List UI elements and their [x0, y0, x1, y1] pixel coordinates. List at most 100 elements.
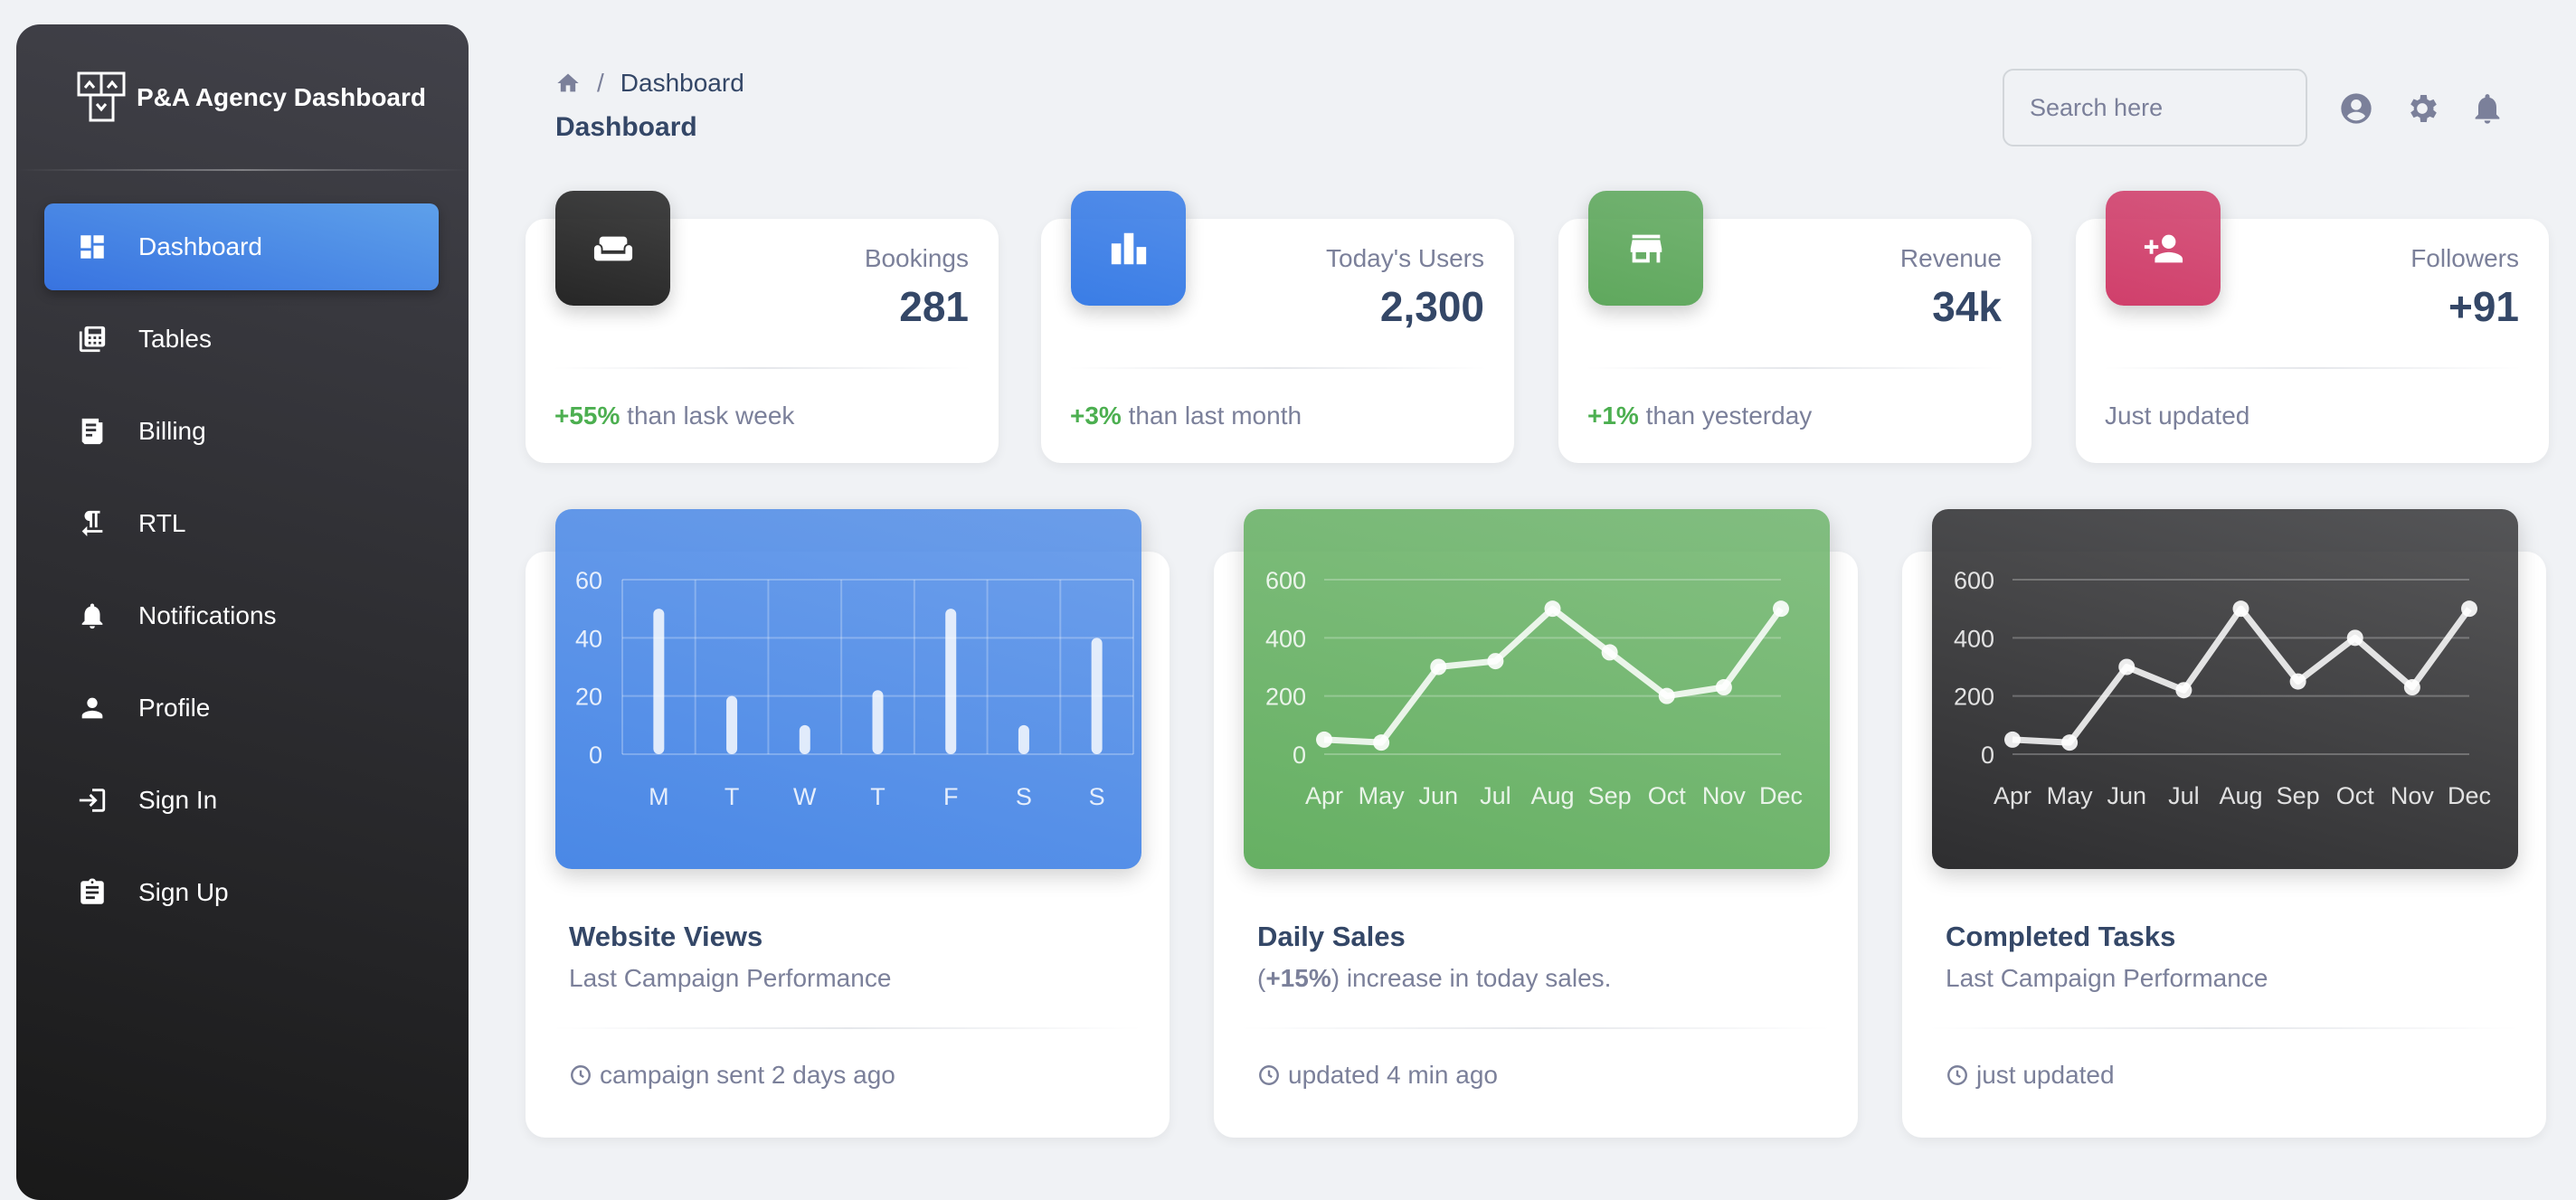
data-point: [1487, 653, 1504, 670]
subtitle-text: Last Campaign Performance: [569, 964, 892, 992]
clock-icon: [1947, 1065, 1967, 1085]
login-icon: [79, 789, 106, 812]
chart-container: 0 200 400 600 Apr May Jun Jul Aug Sep Oct Nov Dec: [1244, 509, 1830, 869]
clock-icon: [1259, 1065, 1279, 1085]
data-point: [2289, 673, 2306, 690]
sidebar-item-notifications[interactable]: Notifications: [44, 572, 439, 659]
series-line: [2012, 605, 2472, 746]
y-tick-label: 40: [575, 625, 602, 652]
stat-footer: +55% than lask week: [554, 402, 794, 430]
x-tick-label: Nov: [1702, 782, 1747, 809]
x-tick-label: W: [793, 783, 817, 810]
chart-card-website-views: 0 20 40 60 M T W T F S S Website Views Last Campai…: [526, 509, 1170, 1138]
divider: [553, 1027, 1142, 1029]
x-tick-label: Aug: [2219, 782, 2262, 809]
sidebar-item-label: Notifications: [138, 601, 277, 629]
stat-footer: Just updated: [2105, 402, 2249, 430]
stat-delta: +55%: [554, 402, 620, 430]
sidebar-item-sign-up[interactable]: Sign Up: [44, 849, 439, 936]
sidebar-item-label: Tables: [138, 325, 212, 353]
y-tick-label: 200: [1265, 684, 1306, 711]
person-icon: [81, 697, 103, 719]
x-tick-label: Oct: [2336, 782, 2375, 809]
divider: [1068, 367, 1487, 369]
data-point: [2232, 600, 2249, 618]
y-tick-label: 400: [1265, 625, 1306, 652]
search-input[interactable]: [2003, 69, 2307, 146]
sidebar-item-label: Billing: [138, 417, 206, 445]
bell-icon[interactable]: [2469, 90, 2505, 127]
breadcrumb-current: Dashboard: [620, 69, 744, 97]
x-tick-label: T: [870, 783, 886, 810]
data-point: [1373, 734, 1390, 751]
stat-delta: +3%: [1070, 402, 1122, 430]
divider: [1586, 367, 2004, 369]
weekend-icon: [593, 236, 632, 260]
breadcrumb-separator: /: [597, 69, 604, 97]
data-point: [1316, 731, 1332, 748]
line-chart: 0 200 400 600 Apr May Jun Jul Aug Sep Oct Nov Dec: [1265, 567, 1803, 809]
data-point: [2346, 629, 2363, 647]
chart-subtitle: Last Campaign Performance: [569, 964, 891, 993]
data-point: [1601, 644, 1618, 661]
y-tick-label: 20: [575, 684, 602, 711]
person-add-icon: [2144, 234, 2183, 262]
sidebar-item-tables[interactable]: Tables: [44, 296, 439, 383]
sidebar-divider: [16, 169, 469, 171]
sidebar-item-sign-in[interactable]: Sign In: [44, 757, 439, 844]
leaderboard-icon: [1111, 232, 1146, 264]
stat-label: Revenue: [1899, 244, 2002, 272]
chart-footer: just updated: [1946, 1061, 2115, 1090]
line-chart: 0 200 400 600 Apr May Jun Jul Aug Sep Oct Nov Dec: [1954, 567, 2491, 809]
brand[interactable]: P&A Agency Dashboard: [77, 71, 426, 124]
x-tick-label: S: [1089, 783, 1105, 810]
sidebar-item-dashboard[interactable]: Dashboard: [44, 203, 439, 290]
stat-footer: +1% than yesterday: [1587, 402, 1812, 430]
y-tick-label: 60: [575, 567, 602, 594]
x-tick-label: May: [2047, 782, 2094, 809]
chart-title: Website Views: [569, 921, 763, 952]
x-tick-label: Dec: [2448, 782, 2491, 809]
stat-value: 2,300: [1379, 283, 1484, 330]
x-tick-label: Oct: [1648, 782, 1687, 809]
bar-chart: 0 20 40 60 M T W T F S S: [575, 567, 1134, 810]
x-tick-label: May: [1359, 782, 1406, 809]
chart-card-daily-sales: 0 200 400 600 Apr May Jun Jul Aug Sep Oct Nov Dec Da…: [1214, 509, 1858, 1138]
sidebar-item-billing[interactable]: Billing: [44, 388, 439, 475]
stat-footer-text: than lask week: [620, 402, 795, 430]
x-tick-label: Apr: [1305, 782, 1343, 809]
stat-card-today-s-users: Today's Users 2,300 +3% than last month: [1041, 191, 1514, 463]
bell-icon: [81, 603, 103, 629]
sidebar-item-label: Sign In: [138, 786, 218, 814]
data-point: [2175, 682, 2192, 699]
stat-footer-text: Just updated: [2105, 402, 2250, 430]
stat-icon-box: [555, 191, 670, 306]
data-point: [2403, 679, 2420, 696]
divider: [553, 367, 971, 369]
home-icon[interactable]: [555, 71, 581, 96]
sidebar-item-label: RTL: [138, 509, 186, 537]
data-point: [1773, 600, 1789, 618]
gear-icon[interactable]: [2404, 90, 2440, 127]
chart-footer: campaign sent 2 days ago: [569, 1061, 895, 1090]
divider: [2103, 367, 2522, 369]
subtitle-prefix: (: [1257, 964, 1266, 992]
x-tick-label: Nov: [2391, 782, 2435, 809]
x-tick-label: F: [943, 783, 959, 810]
data-point: [2118, 658, 2136, 676]
stat-icon-box: [2106, 191, 2221, 306]
sidebar-item-rtl[interactable]: RTL: [44, 480, 439, 567]
stat-label: Bookings: [864, 244, 969, 272]
chart-container: 0 200 400 600 Apr May Jun Jul Aug Sep Oct Nov Dec: [1932, 509, 2518, 869]
series-line: [1323, 605, 1784, 746]
y-tick-label: 0: [1981, 742, 1994, 769]
sidebar-item-profile[interactable]: Profile: [44, 665, 439, 751]
subtitle-text: Last Campaign Performance: [1946, 964, 2268, 992]
divider: [1929, 1027, 2519, 1029]
chart-card-completed-tasks: 0 200 400 600 Apr May Jun Jul Aug Sep Oct Nov Dec Co…: [1902, 509, 2546, 1138]
stat-label: Today's Users: [1326, 244, 1484, 272]
stat-footer-text: than last month: [1121, 402, 1302, 430]
chart-footer: updated 4 min ago: [1257, 1061, 1498, 1090]
stat-value: 34k: [1932, 283, 2002, 330]
account-circle-icon[interactable]: [2338, 90, 2374, 127]
